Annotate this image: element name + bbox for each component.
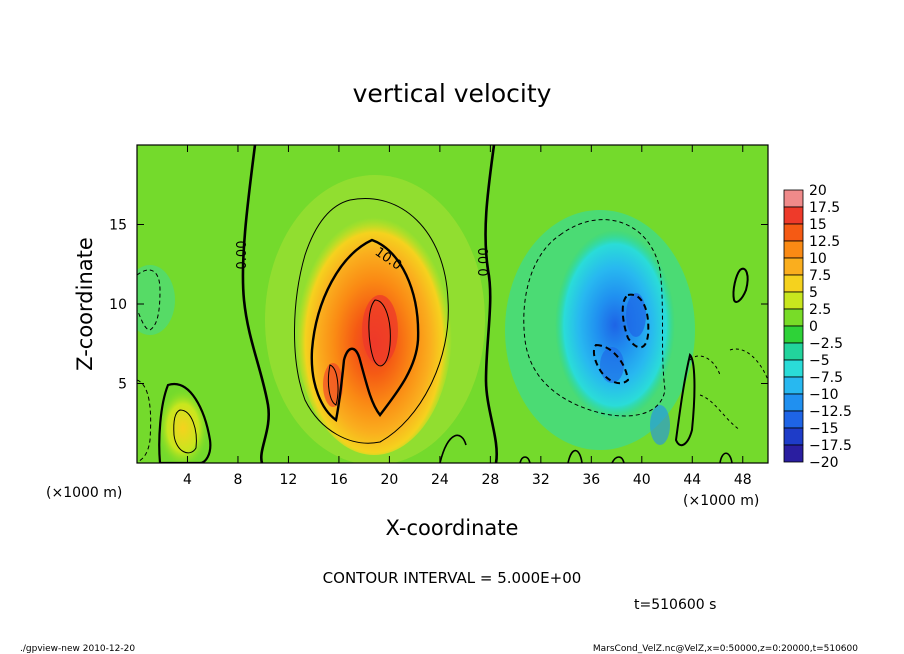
ten-contour bbox=[310, 238, 420, 423]
colorbar-label: −5 bbox=[809, 353, 830, 369]
contour-label-zero-left: 0.00 bbox=[235, 241, 250, 270]
neg5-contour-left bbox=[137, 269, 161, 331]
x-tick-label: 12 bbox=[280, 472, 298, 488]
x-axis-label: X-coordinate bbox=[386, 516, 519, 540]
colorbar-label: 20 bbox=[809, 183, 827, 199]
fifteen-contour-a bbox=[368, 299, 391, 367]
neg10-contour-b bbox=[592, 343, 630, 385]
colorbar-swatch bbox=[783, 274, 804, 293]
y-tick-label: 15 bbox=[109, 218, 127, 234]
colorbar-label: 0 bbox=[809, 319, 818, 335]
colorbar-swatch bbox=[783, 444, 804, 463]
downdraft-max bbox=[626, 293, 646, 337]
colorbar-swatch bbox=[783, 206, 804, 225]
colorbar-swatch bbox=[783, 257, 804, 276]
time-label: t=510600 s bbox=[634, 597, 716, 613]
colorbar-label: 7.5 bbox=[809, 268, 831, 284]
colorbar-swatch bbox=[783, 291, 804, 310]
pos-contour-right-a bbox=[732, 267, 749, 303]
zero-contour-left bbox=[241, 145, 271, 463]
footer-right: MarsCond_VelZ.nc@VelZ,x=0:50000,z=0:2000… bbox=[593, 644, 858, 654]
pos-contour-right-b bbox=[674, 353, 696, 447]
colorbar-label: 12.5 bbox=[809, 234, 840, 250]
x-axis: 4 8 12 16 20 24 28 32 36 40 44 48 bbox=[183, 145, 752, 488]
x-tick-label: 20 bbox=[380, 472, 398, 488]
x-tick-label: 36 bbox=[582, 472, 600, 488]
colorbar-label: −17.5 bbox=[809, 438, 852, 454]
x-unit-left: (×1000 m) bbox=[46, 485, 122, 501]
colorbar-swatch bbox=[783, 223, 804, 242]
colorbar-label: 17.5 bbox=[809, 200, 840, 216]
colorbar-swatch bbox=[783, 410, 804, 429]
colorbar-swatch bbox=[783, 427, 804, 446]
colorbar-swatch bbox=[783, 189, 804, 208]
x-unit-right: (×1000 m) bbox=[683, 493, 759, 509]
y-axis-label: Z-coordinate bbox=[73, 237, 97, 371]
x-tick-label: 40 bbox=[633, 472, 651, 488]
colorbar-label: −15 bbox=[809, 421, 839, 437]
colorbar-swatch bbox=[783, 240, 804, 259]
x-tick-label: 8 bbox=[233, 472, 242, 488]
x-tick-label: 48 bbox=[734, 472, 752, 488]
y-tick-label: 5 bbox=[118, 377, 127, 393]
dashed-scatter bbox=[689, 348, 768, 431]
fifteen-contour-b bbox=[327, 364, 339, 406]
colorbar-label: −10 bbox=[809, 387, 839, 403]
colorbar-label: −12.5 bbox=[809, 404, 852, 420]
y-tick-label: 10 bbox=[109, 297, 127, 313]
x-tick-label: 16 bbox=[330, 472, 348, 488]
colorbar-label: 5 bbox=[809, 285, 818, 301]
colorbar: 2017.51512.5107.552.50−2.5−5−7.5−10−12.5… bbox=[783, 183, 852, 471]
neg5-contour-lower bbox=[137, 379, 152, 463]
neg10-contour-a bbox=[621, 293, 650, 349]
small-contour-outer bbox=[158, 382, 212, 463]
y-axis: 5 10 15 bbox=[109, 218, 768, 393]
updraft-max bbox=[362, 295, 398, 365]
x-tick-label: 24 bbox=[431, 472, 449, 488]
x-tick-label: 4 bbox=[183, 472, 192, 488]
colorbar-swatch bbox=[783, 393, 804, 412]
neg5-contour-right bbox=[523, 219, 666, 417]
colorbar-label: 2.5 bbox=[809, 302, 831, 318]
colorbar-swatch bbox=[783, 325, 804, 344]
small-contour-inner bbox=[173, 409, 197, 454]
contour-label-zero-right: 0.00 bbox=[477, 248, 492, 277]
colorbar-swatch bbox=[783, 359, 804, 378]
colorbar-swatch bbox=[783, 308, 804, 327]
zero-contour-right bbox=[484, 145, 498, 463]
colorbar-label: −20 bbox=[809, 455, 839, 471]
small-updraft bbox=[157, 388, 209, 463]
x-tick-label: 44 bbox=[683, 472, 701, 488]
colorbar-label: −2.5 bbox=[809, 336, 843, 352]
colorbar-label: 15 bbox=[809, 217, 827, 233]
plot-area: 0.00 0.00 10.0 bbox=[137, 145, 768, 463]
colorbar-swatch bbox=[783, 376, 804, 395]
five-contour bbox=[294, 198, 449, 444]
chart-title: vertical velocity bbox=[353, 79, 552, 108]
downdraft-core bbox=[555, 230, 675, 420]
downdraft-max-2 bbox=[600, 347, 624, 383]
left-bluish bbox=[137, 265, 175, 335]
downdraft-tail bbox=[650, 405, 670, 445]
bottom-contours bbox=[439, 434, 733, 463]
colorbar-swatch bbox=[783, 342, 804, 361]
colorbar-label: −7.5 bbox=[809, 370, 843, 386]
contour-interval: CONTOUR INTERVAL = 5.000E+00 bbox=[323, 569, 582, 587]
colorbar-label: 10 bbox=[809, 251, 827, 267]
x-tick-label: 28 bbox=[481, 472, 499, 488]
x-tick-label: 32 bbox=[532, 472, 550, 488]
footer-left: ./gpview-new 2010-12-20 bbox=[20, 644, 135, 654]
